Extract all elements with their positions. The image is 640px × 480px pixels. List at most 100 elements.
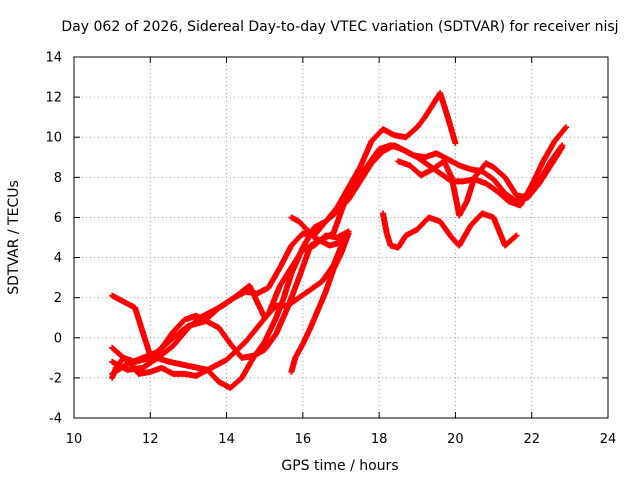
data-point	[345, 230, 352, 237]
data-point	[215, 378, 233, 391]
data-point	[288, 247, 306, 271]
data-point	[433, 150, 450, 162]
data-point	[296, 218, 309, 232]
data-point	[254, 285, 271, 297]
data-point	[513, 232, 520, 239]
data-point	[494, 188, 511, 204]
data-point	[315, 289, 329, 313]
data-point	[223, 339, 248, 363]
data-point	[170, 317, 187, 335]
data-point	[448, 174, 462, 218]
plot-frame	[73, 56, 609, 419]
data-point	[551, 125, 569, 145]
data-point	[280, 271, 295, 301]
data-point	[273, 305, 291, 337]
series-track-8	[379, 210, 520, 251]
data-point	[109, 344, 126, 360]
data-point	[132, 304, 153, 358]
y-tick-label: 6	[54, 211, 62, 226]
data-point	[391, 142, 408, 154]
data-point	[482, 180, 500, 194]
data-point	[303, 226, 317, 240]
series-track-7	[288, 214, 348, 249]
data-point	[406, 162, 424, 178]
chart-title: Day 062 of 2026, Sidereal Day-to-day VTE…	[61, 19, 618, 35]
data-point	[440, 158, 455, 180]
data-point	[261, 331, 279, 353]
data-point	[299, 325, 313, 347]
data-point	[471, 161, 489, 181]
y-tick-label: -4	[49, 412, 62, 427]
data-point	[368, 127, 386, 145]
data-point	[109, 361, 130, 377]
x-tick-label: 10	[66, 432, 83, 447]
y-tick-label: 8	[54, 171, 62, 186]
data-point	[345, 165, 363, 191]
data-point	[467, 211, 485, 229]
data-point	[185, 362, 210, 373]
data-point	[379, 210, 390, 236]
data-point	[238, 356, 256, 381]
data-point	[307, 279, 324, 293]
data-point	[227, 375, 244, 391]
y-tick-label: 12	[45, 91, 62, 106]
x-tick-label: 18	[371, 432, 388, 447]
data-point	[456, 199, 470, 219]
y-axis-label: SDTVAR / TECUs	[6, 180, 22, 295]
data-point	[196, 309, 214, 321]
data-point	[379, 126, 397, 138]
y-tick-label: 10	[45, 131, 62, 146]
x-tick-label: 20	[447, 432, 464, 447]
data-point	[345, 179, 363, 203]
data-point	[502, 190, 519, 204]
data-point	[444, 156, 462, 168]
data-point	[284, 295, 301, 309]
data-point	[265, 283, 283, 317]
data-point	[158, 364, 176, 377]
data-point	[524, 181, 542, 201]
data-point	[166, 358, 191, 369]
data-point	[528, 159, 546, 189]
data-point	[463, 175, 478, 205]
data-point	[490, 176, 508, 196]
data-point	[418, 166, 435, 179]
data-layer	[109, 90, 570, 391]
x-tick-label: 16	[295, 432, 312, 447]
data-point	[322, 267, 336, 295]
x-axis-label: GPS time / hours	[281, 458, 398, 474]
data-point	[170, 323, 191, 341]
y-tick-label: 2	[54, 291, 62, 306]
data-point	[402, 148, 420, 160]
data-point	[490, 164, 507, 180]
data-point	[379, 142, 397, 155]
data-point	[414, 115, 428, 131]
data-point	[265, 265, 283, 291]
data-point	[395, 233, 409, 251]
x-tick-label: 22	[523, 432, 540, 447]
x-tick-label: 12	[142, 432, 159, 447]
data-point	[242, 325, 260, 345]
data-point	[402, 227, 420, 239]
data-point	[502, 174, 519, 198]
data-point	[490, 214, 508, 248]
data-point	[215, 324, 233, 346]
x-tick-label: 24	[600, 432, 617, 447]
data-point	[147, 352, 172, 365]
data-point	[276, 243, 294, 271]
data-point	[536, 163, 554, 187]
data-point	[250, 347, 267, 359]
data-point	[204, 357, 229, 373]
data-point	[330, 251, 344, 273]
y-tick-label: 0	[54, 331, 62, 346]
data-point	[502, 233, 519, 249]
data-point	[334, 235, 347, 247]
y-tick-label: 4	[54, 251, 62, 266]
data-point	[421, 103, 435, 121]
data-point	[124, 355, 145, 367]
data-point	[276, 265, 294, 289]
data-point	[288, 231, 305, 249]
data-point	[296, 287, 313, 301]
data-point	[368, 149, 386, 167]
